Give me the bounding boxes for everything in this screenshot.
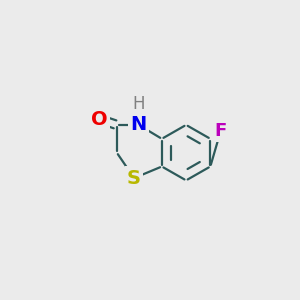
Text: S: S (127, 169, 141, 188)
Text: H: H (133, 95, 145, 113)
Text: N: N (130, 116, 147, 134)
Text: F: F (214, 122, 227, 140)
Text: O: O (91, 110, 108, 129)
